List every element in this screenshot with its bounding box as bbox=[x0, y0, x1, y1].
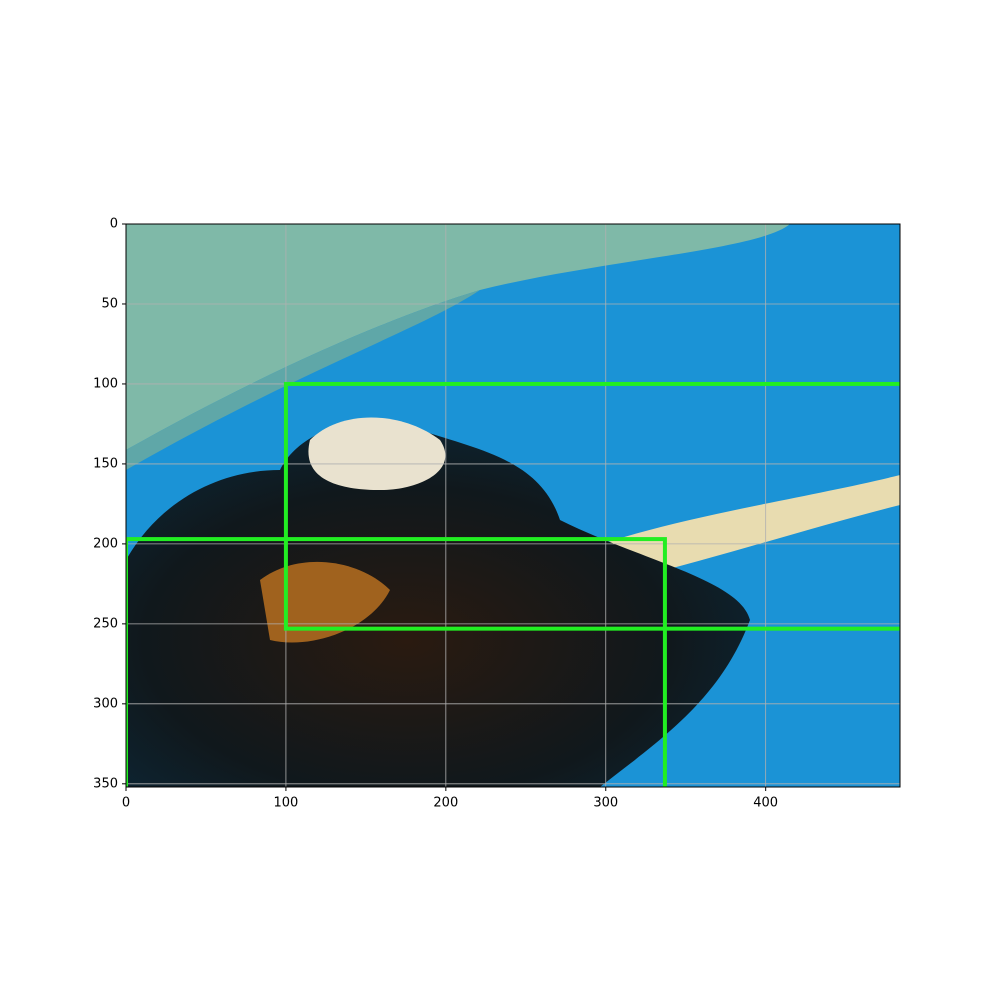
y-tick-label: 100 bbox=[93, 376, 118, 391]
x-tick-label: 300 bbox=[593, 796, 618, 811]
y-tick-label: 0 bbox=[110, 217, 118, 232]
y-tick-label: 300 bbox=[93, 696, 118, 711]
x-tick-label: 0 bbox=[122, 796, 130, 811]
x-tick-label: 200 bbox=[433, 796, 458, 811]
photo bbox=[126, 224, 900, 787]
axes-frame bbox=[125, 223, 901, 788]
bounding-box bbox=[126, 537, 667, 787]
y-tick-label: 350 bbox=[93, 776, 118, 791]
y-tick-label: 200 bbox=[93, 536, 118, 551]
ticks: 0 100 200 300 400 0 50 100 150 200 250 300 350 bbox=[93, 217, 778, 811]
x-tick-label: 400 bbox=[753, 796, 778, 811]
x-tick-label: 100 bbox=[274, 796, 299, 811]
boxes bbox=[126, 381, 900, 787]
y-tick-label: 150 bbox=[93, 456, 118, 471]
bounding-box bbox=[283, 381, 900, 631]
y-tick-label: 50 bbox=[101, 296, 118, 311]
y-tick-label: 250 bbox=[93, 616, 118, 631]
